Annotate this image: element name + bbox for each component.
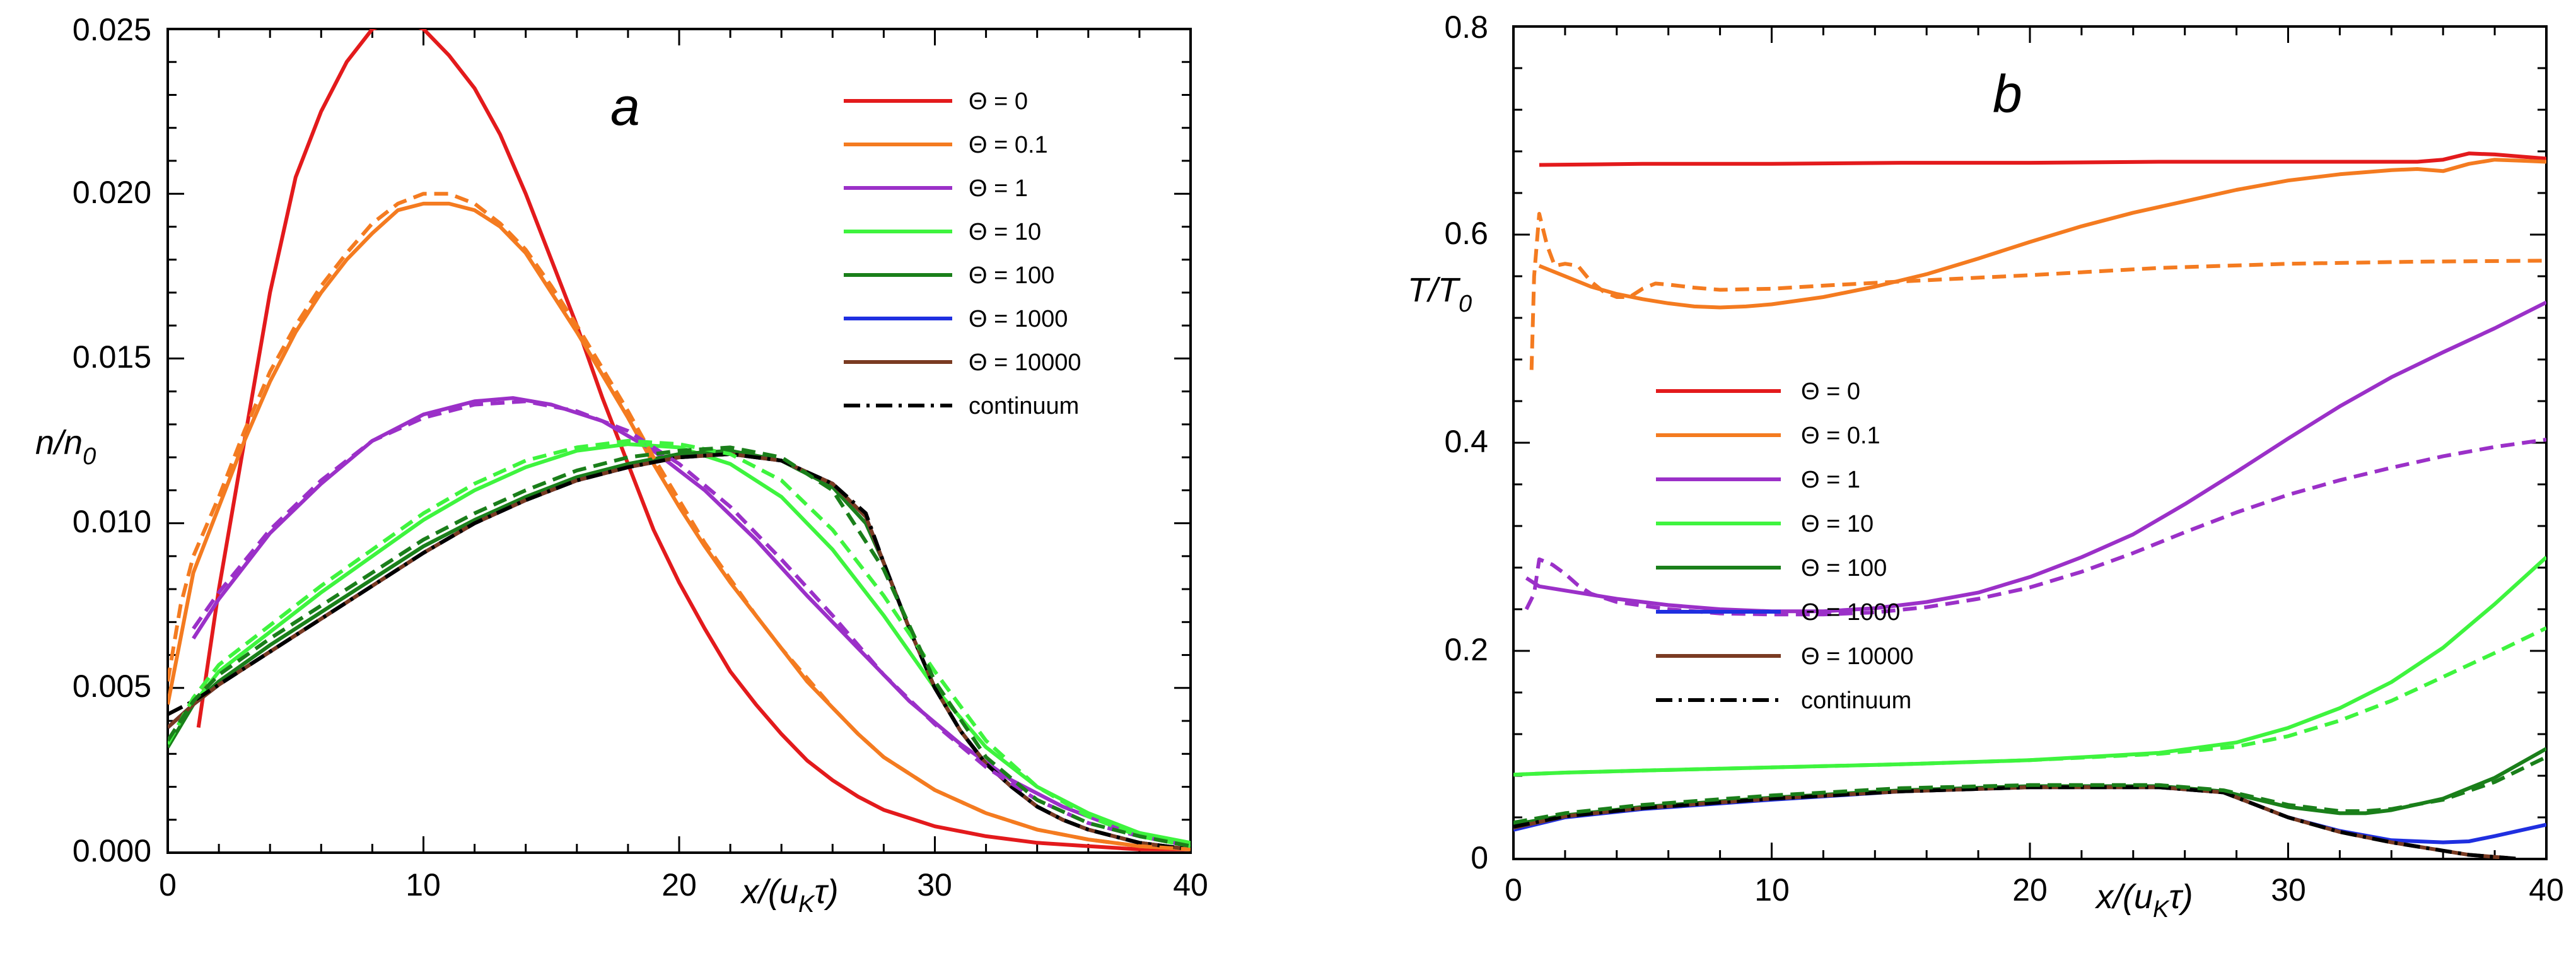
y-tick-label: 0.015 — [73, 339, 151, 375]
series-line-100-dashed — [1513, 755, 2546, 825]
series-line-continuum — [1513, 785, 2521, 859]
legend-label: Θ = 0 — [969, 88, 1028, 115]
x-tick-label: 40 — [1173, 867, 1208, 903]
y-axis-title-a: n/n0 — [35, 424, 96, 470]
legend-b: Θ = 0 Θ = 0.1 Θ = 1 Θ = 10 Θ = 100 Θ = 1000 Θ … — [1656, 378, 1914, 714]
y-tick-label: 0.025 — [73, 12, 151, 47]
panel-letter-b: b — [1993, 64, 2022, 124]
x-tick-label: 30 — [917, 867, 952, 903]
series-line-0-1 — [1538, 158, 2546, 310]
y-axis-title-b: T/T0 — [1407, 271, 1472, 317]
legend-label: continuum — [1801, 687, 1911, 714]
legend-label: Θ = 1 — [1801, 467, 1860, 493]
legend-label: Θ = 1000 — [969, 306, 1068, 332]
series-line-10-dashed — [1513, 626, 2546, 777]
chart-panel-a: 0.000 0.005 0.010 0.015 0.020 0.025 0 10… — [35, 12, 1208, 918]
y-tick-label: 0.000 — [73, 833, 151, 868]
tick-marks-a — [166, 28, 1192, 854]
chart-panel-b: 0 0.2 0.4 0.6 0.8 0 10 20 30 40 b T/T0 x… — [1407, 9, 2564, 923]
legend-label: Θ = 100 — [1801, 555, 1887, 581]
legend-label: continuum — [969, 393, 1079, 419]
x-tick-label: 20 — [661, 867, 697, 903]
y-tick-label: 0.010 — [73, 504, 151, 539]
y-tick-label: 0 — [1471, 840, 1488, 875]
x-tick-label: 30 — [2271, 872, 2306, 908]
legend-label: Θ = 0 — [1801, 378, 1860, 405]
y-tick-label: 0.8 — [1444, 9, 1488, 45]
series-group-a — [168, 29, 1191, 851]
x-tick-label: 10 — [405, 867, 441, 903]
y-tick-label: 0.2 — [1444, 632, 1488, 667]
series-line-0-1-dashed — [168, 192, 1191, 851]
series-group-b — [1513, 151, 2546, 859]
x-tick-label: 10 — [1754, 872, 1790, 908]
x-axis-title-b: x/(uKτ) — [2094, 878, 2193, 923]
legend-label: Θ = 1000 — [1801, 599, 1900, 626]
y-tick-label: 0.020 — [73, 175, 151, 210]
x-tick-label: 0 — [159, 867, 177, 903]
x-tick-label: 20 — [2012, 872, 2048, 908]
x-axis-title-a: x/(uKτ) — [740, 873, 839, 918]
y-tick-label: 0.6 — [1444, 216, 1488, 251]
x-tick-label: 40 — [2529, 872, 2564, 908]
legend-label: Θ = 0.1 — [1801, 423, 1880, 449]
series-line-0 — [1539, 151, 2546, 167]
legend-label: Θ = 10 — [1801, 511, 1874, 537]
plot-frame-b — [1512, 25, 2548, 860]
legend-a: Θ = 0 Θ = 0.1 Θ = 1 Θ = 10 Θ = 100 Θ = 1000 Θ … — [844, 88, 1081, 419]
legend-label: Θ = 10000 — [1801, 643, 1914, 670]
legend-label: Θ = 0.1 — [969, 132, 1048, 158]
series-line-10-dashed — [168, 439, 1191, 848]
y-tick-label: 0.005 — [73, 669, 151, 704]
legend-label: Θ = 10000 — [969, 349, 1081, 376]
x-tick-label: 0 — [1505, 872, 1522, 908]
series-line-100-dashed — [168, 445, 1191, 848]
series-line-1-dashed — [192, 399, 1191, 848]
panel-letter-a: a — [610, 77, 640, 136]
series-line-1 — [1525, 300, 2546, 614]
legend-label: Θ = 1 — [969, 175, 1028, 202]
series-line-0 — [196, 29, 1191, 851]
plot-frame-a — [166, 28, 1192, 854]
series-line-0-1 — [168, 201, 1191, 851]
legend-label: Θ = 10 — [969, 219, 1041, 245]
legend-label: Θ = 100 — [969, 262, 1054, 289]
y-tick-label: 0.4 — [1444, 424, 1488, 459]
